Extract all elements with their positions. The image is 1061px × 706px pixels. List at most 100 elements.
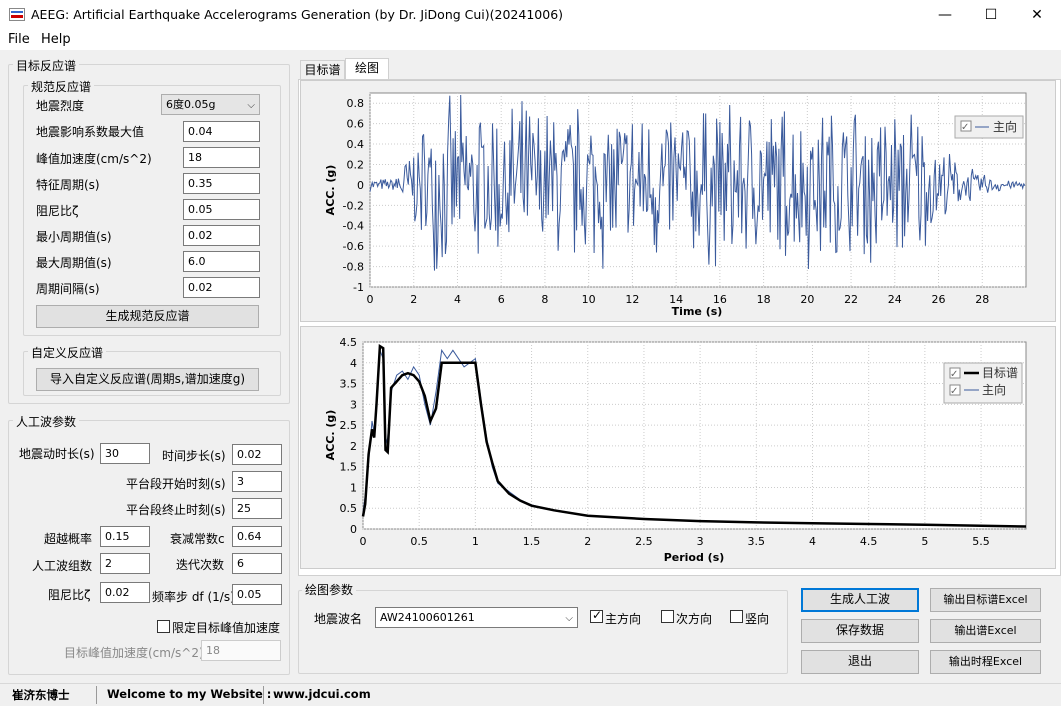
x-tick-label: 0 bbox=[367, 293, 374, 306]
y-tick-label: 0.6 bbox=[347, 118, 365, 131]
dir-vertical-label: 竖向 bbox=[745, 612, 770, 626]
x-tick-label: 16 bbox=[713, 293, 727, 306]
legend-main-label: 主向 bbox=[982, 382, 1006, 397]
export-time-excel-button[interactable]: 输出时程Excel bbox=[930, 650, 1041, 674]
platform-end-label: 平台段终止时刻(s) bbox=[126, 503, 226, 517]
wave-params-group bbox=[8, 420, 290, 675]
time-step-input[interactable]: 0.02 bbox=[232, 444, 282, 465]
y-tick-label: 0 bbox=[357, 179, 364, 192]
wave-damp-label: 阻尼比ζ bbox=[48, 588, 91, 602]
df-input[interactable]: 0.05 bbox=[232, 584, 282, 605]
legend-checkbox[interactable] bbox=[960, 120, 972, 132]
y-tick-label: 4.5 bbox=[340, 336, 358, 349]
spectrum-svg: 4.543.532.521.510.50 0 0.5 1 1.5 2 2.5 3 3.5 4 4.… bbox=[324, 336, 1027, 564]
tmax-input[interactable]: 6.0 bbox=[183, 251, 260, 272]
dt-input[interactable]: 0.02 bbox=[183, 277, 260, 298]
tab-plot[interactable]: 绘图 bbox=[345, 58, 389, 80]
menu-file[interactable]: File bbox=[8, 32, 30, 47]
amax-input[interactable]: 0.04 bbox=[183, 121, 260, 142]
tmax-label: 最大周期值(s) bbox=[36, 256, 112, 270]
x-tick-label: 5.5 bbox=[972, 535, 990, 548]
y-tick-label: -0.6 bbox=[343, 240, 364, 253]
plot-params-group bbox=[298, 590, 788, 674]
x-tick-label: 1 bbox=[472, 535, 479, 548]
window-title: AEEG: Artificial Earthquake Accelerogram… bbox=[31, 7, 564, 22]
x-tick-label: 28 bbox=[975, 293, 989, 306]
series-target bbox=[361, 344, 1027, 528]
check-icon: ✓ bbox=[950, 386, 958, 397]
exit-button[interactable]: 退出 bbox=[801, 650, 919, 674]
duration-label: 地震动时长(s) bbox=[19, 447, 95, 461]
x-ticks: 0 2 4 6 8 10 12 14 16 18 20 22 24 26 28 bbox=[367, 293, 990, 306]
save-data-button[interactable]: 保存数据 bbox=[801, 619, 919, 643]
y-tick-label: 0.4 bbox=[347, 138, 365, 151]
close-button[interactable]: ✕ bbox=[1031, 7, 1043, 23]
legend: ✓ 主向 bbox=[954, 115, 1024, 139]
exceed-input[interactable]: 0.15 bbox=[100, 526, 150, 547]
tmin-input[interactable]: 0.02 bbox=[183, 225, 260, 246]
generate-code-spectrum-button[interactable]: 生成规范反应谱 bbox=[36, 305, 259, 328]
export-spectrum-excel-button[interactable]: 输出谱Excel bbox=[930, 619, 1041, 643]
target-pga-label: 目标峰值加速度(cm/s^2) bbox=[64, 646, 204, 660]
y-tick-label: 0.8 bbox=[347, 97, 365, 110]
x-tick-label: 22 bbox=[844, 293, 858, 306]
y-tick-label: 0.5 bbox=[340, 502, 358, 515]
tab-target-spectrum[interactable]: 目标谱 bbox=[300, 60, 345, 80]
platform-start-label: 平台段开始时刻(s) bbox=[126, 477, 226, 491]
minimize-button[interactable]: — bbox=[938, 7, 952, 23]
y-tick-label: 3.5 bbox=[340, 378, 358, 391]
dir-secondary-checkbox[interactable] bbox=[661, 610, 674, 623]
damp-label: 阻尼比ζ bbox=[36, 204, 79, 218]
status-bar: 崔济东博士 Welcome to my Website : www.jdcui.… bbox=[0, 683, 1061, 706]
app-icon bbox=[9, 8, 25, 21]
dir-main-label: 主方向 bbox=[605, 612, 642, 626]
amax-label: 地震影响系数最大值 bbox=[36, 125, 145, 139]
duration-input[interactable]: 30 bbox=[100, 443, 150, 464]
author-label: 崔济东博士 bbox=[12, 688, 70, 702]
website-link[interactable]: www.jdcui.com bbox=[273, 687, 371, 701]
time-history-chart: 0.8 0.6 0.4 0.2 0 -0.2 -0.4 -0.6 -0.8 -1 0 2 4 6 8 10 1… bbox=[300, 80, 1056, 322]
limit-pga-checkbox[interactable] bbox=[157, 620, 170, 633]
chevron-down-icon: ⌵ bbox=[247, 100, 255, 111]
wave-count-input[interactable]: 2 bbox=[100, 553, 150, 574]
import-custom-spectrum-button[interactable]: 导入自定义反应谱(周期s,谱加速度g) bbox=[36, 368, 259, 391]
series-main bbox=[369, 94, 1026, 271]
y-ticks: 4.5 4 3.5 3 2.5 2 1.5 1 0.5 0 bbox=[340, 336, 358, 536]
legend-main-checkbox[interactable] bbox=[949, 384, 961, 396]
y-tick-label: 0.2 bbox=[347, 158, 365, 171]
wave-damp-input[interactable]: 0.02 bbox=[100, 582, 150, 603]
damp-input[interactable]: 0.05 bbox=[183, 199, 260, 220]
x-tick-label: 10 bbox=[582, 293, 596, 306]
export-target-excel-button[interactable]: 输出目标谱Excel bbox=[930, 588, 1041, 612]
x-tick-label: 2.5 bbox=[635, 535, 653, 548]
x-tick-label: 8 bbox=[541, 293, 548, 306]
wave-name-select[interactable]: AW24100601261 ⌵ bbox=[375, 607, 578, 628]
generate-wave-button[interactable]: 生成人工波 bbox=[801, 588, 919, 612]
tmin-label: 最小周期值(s) bbox=[36, 230, 112, 244]
x-tick-label: 6 bbox=[498, 293, 505, 306]
intensity-select[interactable]: 6度0.05g ⌵ bbox=[161, 94, 260, 115]
iteration-input[interactable]: 6 bbox=[232, 553, 282, 574]
decay-input[interactable]: 0.64 bbox=[232, 526, 282, 547]
y-tick-label: -0.4 bbox=[343, 220, 364, 233]
y-tick-label: 1.5 bbox=[340, 461, 358, 474]
target-pga-input[interactable]: 18 bbox=[201, 640, 281, 661]
tg-input[interactable]: 0.35 bbox=[183, 173, 260, 194]
intensity-value: 6度0.05g bbox=[166, 98, 216, 111]
divider bbox=[96, 686, 97, 704]
y-tick-label: 2.5 bbox=[340, 419, 358, 432]
menu-help[interactable]: Help bbox=[41, 32, 71, 47]
x-tick-label: 24 bbox=[888, 293, 902, 306]
platform-end-input[interactable]: 25 bbox=[232, 498, 282, 519]
pga-input[interactable]: 18 bbox=[183, 147, 260, 168]
maximize-button[interactable]: ☐ bbox=[984, 7, 998, 23]
legend-target-checkbox[interactable] bbox=[949, 367, 961, 379]
legend: ✓ 目标谱 ✓ 主向 bbox=[943, 362, 1023, 404]
iteration-label: 迭代次数 bbox=[176, 558, 225, 572]
dir-vertical-checkbox[interactable] bbox=[730, 610, 743, 623]
limit-pga-label: 限定目标峰值加速度 bbox=[172, 621, 281, 635]
y-tick-label: 1 bbox=[350, 481, 357, 494]
dir-main-checkbox[interactable] bbox=[590, 608, 603, 623]
platform-start-input[interactable]: 3 bbox=[232, 471, 282, 492]
grid bbox=[362, 341, 1026, 530]
